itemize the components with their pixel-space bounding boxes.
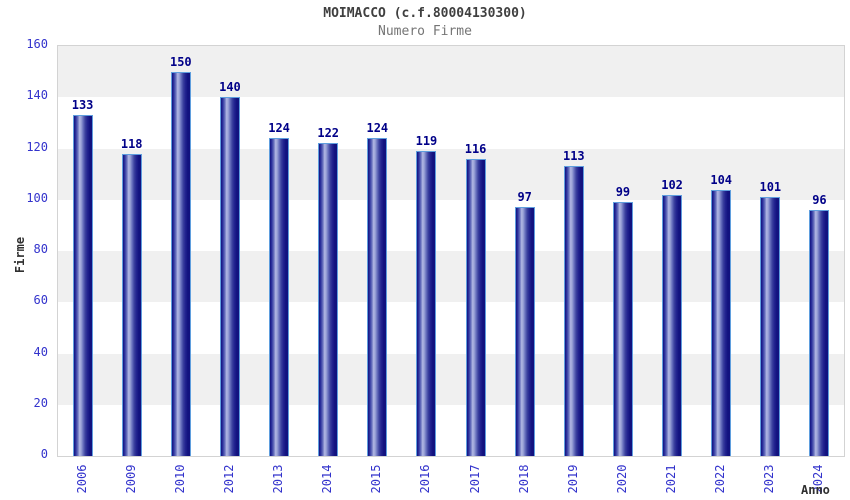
bar-2016 bbox=[416, 151, 437, 456]
bar-value-label: 116 bbox=[464, 141, 487, 156]
y-tick-label: 140 bbox=[26, 88, 48, 103]
y-tick-label: 120 bbox=[26, 139, 48, 154]
y-tick-label: 160 bbox=[26, 37, 48, 51]
bar-value-label: 140 bbox=[219, 80, 241, 95]
bar-value-label: 102 bbox=[661, 177, 683, 192]
x-tick-label: 2006 bbox=[74, 464, 89, 494]
bar-2012 bbox=[219, 97, 240, 456]
plot-area: 133 118 150 140 124 122 124 119 116 97 113 99 102 104… bbox=[57, 45, 845, 457]
x-tick-label: 2021 bbox=[664, 464, 679, 494]
bar-2017 bbox=[465, 158, 486, 456]
chart-title: MOIMACCO (c.f.80004130300) bbox=[323, 6, 527, 21]
y-tick-label: 0 bbox=[40, 447, 48, 461]
bar-2015 bbox=[367, 138, 388, 456]
bar-2018 bbox=[514, 207, 535, 456]
bar-value-label: 96 bbox=[812, 193, 827, 207]
x-tick-label: 2015 bbox=[369, 464, 384, 494]
bar-2024 bbox=[809, 210, 830, 456]
y-tick-label: 100 bbox=[26, 190, 48, 205]
bar-2019 bbox=[563, 166, 584, 456]
bar-value-label: 133 bbox=[71, 98, 94, 113]
bar-value-label: 113 bbox=[562, 149, 585, 164]
y-tick-label: 40 bbox=[33, 344, 48, 359]
x-axis-title: Anno bbox=[801, 483, 830, 497]
y-tick-label: 80 bbox=[33, 242, 48, 256]
x-tick-label: 2009 bbox=[123, 464, 138, 494]
bar-2022 bbox=[711, 189, 732, 456]
bar-value-label: 101 bbox=[759, 180, 782, 195]
bar-value-label: 99 bbox=[615, 185, 631, 200]
bar-2023 bbox=[760, 197, 781, 456]
bar-2006 bbox=[72, 115, 93, 456]
y-tick-label: 20 bbox=[33, 395, 48, 410]
x-tick-label: 2016 bbox=[418, 464, 433, 494]
chart-subtitle: Numero Firme bbox=[378, 24, 472, 39]
bar-value-label: 118 bbox=[120, 136, 143, 151]
x-tick-label: 2013 bbox=[271, 464, 286, 494]
x-tick-label: 2017 bbox=[467, 464, 482, 494]
x-tick-label: 2019 bbox=[565, 464, 580, 494]
x-tick-label: 2020 bbox=[614, 464, 629, 494]
bar-value-label: 150 bbox=[169, 54, 192, 69]
bar-value-label: 104 bbox=[710, 172, 733, 187]
bar-value-label: 124 bbox=[268, 121, 290, 136]
bar-2009 bbox=[121, 153, 142, 456]
x-tick-label: 2010 bbox=[172, 464, 187, 494]
x-tick-label: 2014 bbox=[320, 464, 335, 494]
bar-2021 bbox=[662, 194, 683, 456]
bar-2020 bbox=[612, 202, 633, 456]
bar-2014 bbox=[318, 143, 339, 456]
x-tick-label: 2018 bbox=[516, 464, 531, 494]
x-tick-label: 2012 bbox=[221, 464, 236, 494]
x-tick-label: 2023 bbox=[762, 464, 777, 494]
bar-value-label: 124 bbox=[366, 121, 389, 136]
bar-2013 bbox=[269, 138, 290, 456]
bar-value-label: 119 bbox=[415, 134, 438, 149]
x-tick-label: 2022 bbox=[713, 464, 728, 494]
bar-value-label: 122 bbox=[317, 126, 340, 141]
y-tick-label: 60 bbox=[33, 293, 48, 308]
bar-2010 bbox=[170, 71, 191, 456]
bar-value-label: 97 bbox=[517, 190, 532, 205]
